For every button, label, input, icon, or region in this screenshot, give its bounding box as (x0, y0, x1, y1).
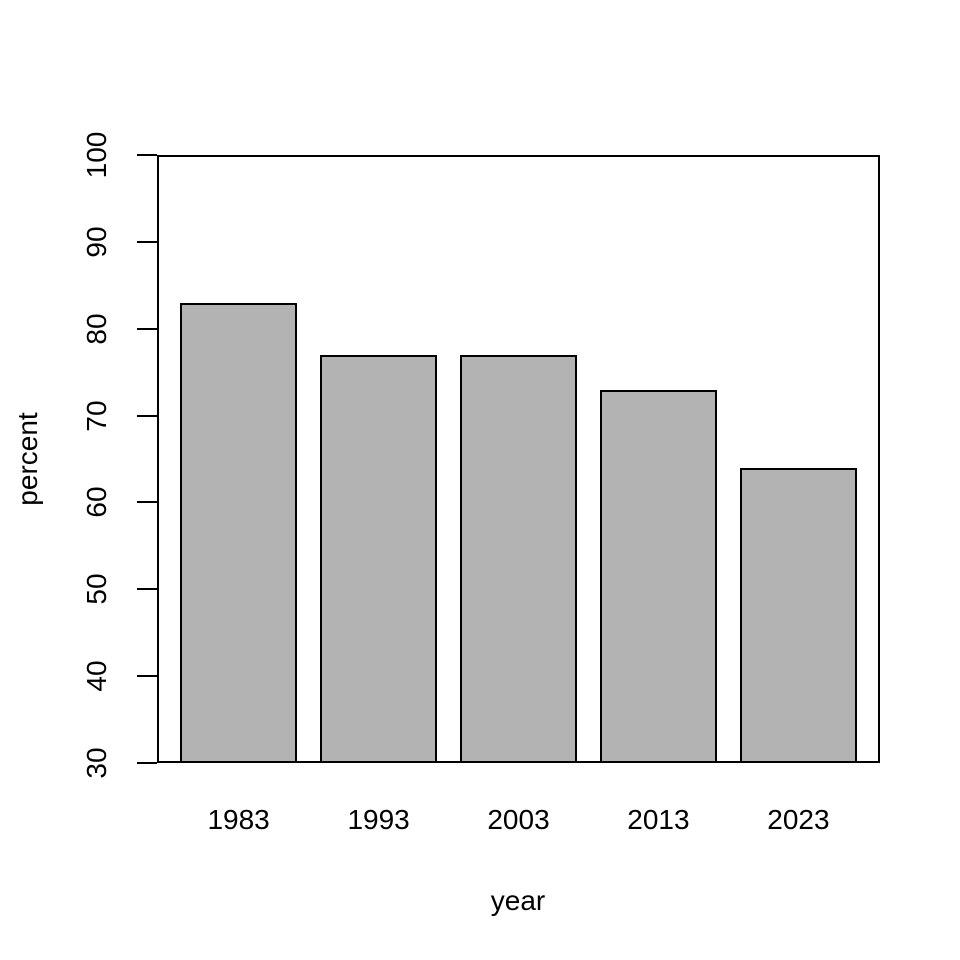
y-tick-40 (137, 675, 157, 678)
y-tick-label-60: 60 (81, 486, 112, 518)
bar-2003 (460, 354, 577, 761)
y-tick-label-90: 90 (81, 226, 112, 258)
x-tick-label-2003: 2003 (487, 804, 550, 835)
y-tick-80 (137, 327, 157, 330)
y-tick-label-100: 100 (81, 131, 112, 179)
y-tick-30 (137, 762, 157, 764)
y-tick-label-50: 50 (81, 573, 112, 605)
y-tick-90 (137, 240, 157, 243)
bar-2023 (740, 467, 857, 761)
x-tick-label-2013: 2013 (627, 804, 690, 835)
bar-1993 (320, 354, 437, 761)
y-axis-title: percent (12, 412, 43, 506)
y-tick-label-30: 30 (81, 747, 112, 779)
x-tick-label-2023: 2023 (767, 804, 830, 835)
y-tick-60 (137, 501, 157, 504)
x-axis-title: year (490, 885, 546, 916)
y-tick-70 (137, 414, 157, 417)
x-tick-label-1983: 1983 (207, 804, 270, 835)
y-tick-label-80: 80 (81, 313, 112, 345)
bar-1983 (180, 302, 297, 761)
y-tick-label-40: 40 (81, 660, 112, 692)
y-tick-50 (137, 588, 157, 591)
y-tick-100 (137, 154, 157, 156)
bar-2013 (600, 389, 717, 761)
x-tick-label-1993: 1993 (347, 804, 410, 835)
y-tick-label-70: 70 (81, 400, 112, 432)
